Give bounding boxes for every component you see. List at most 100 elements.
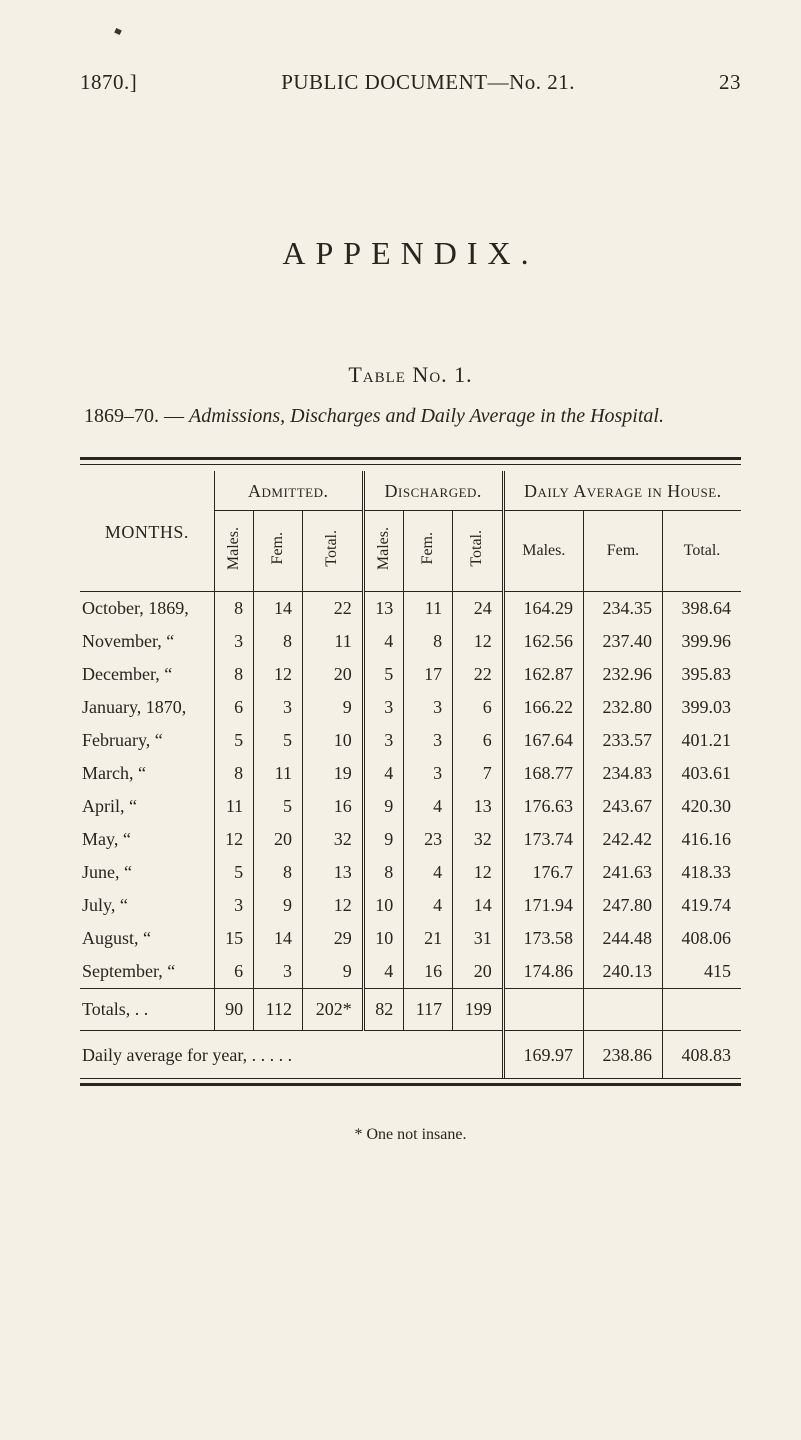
cell-admitted-total: 12 [302, 889, 363, 922]
col-admitted-males: Males. [214, 511, 253, 592]
daily-average-row: Daily average for year, . . . . .169.972… [80, 1031, 741, 1079]
cell-discharged-total: 24 [453, 592, 504, 626]
cell-avg-males: 176.63 [503, 790, 583, 823]
rot-label: Males. [376, 523, 392, 574]
cell-discharged-total: 31 [453, 922, 504, 955]
cell-avg-fem: 232.96 [583, 658, 662, 691]
cell-discharged-total: 6 [453, 724, 504, 757]
col-discharged-males: Males. [363, 511, 404, 592]
data-table: MONTHS. Admitted. Discharged. Daily Aver… [80, 471, 741, 1078]
cell-admitted-males: 12 [214, 823, 253, 856]
cell-admitted-males: 11 [214, 790, 253, 823]
appendix-title: APPENDIX. [80, 235, 741, 272]
cell-avg-total: 401.21 [662, 724, 741, 757]
cell-avg-males: 171.94 [503, 889, 583, 922]
cell-avg-males: 164.29 [503, 592, 583, 626]
cell-avg-males: 168.77 [503, 757, 583, 790]
header-year: 1870.] [80, 70, 137, 95]
caption-prefix: 1869–70. — [84, 405, 189, 427]
cell-admitted-total: 32 [302, 823, 363, 856]
cell-avg-fem: 237.40 [583, 625, 662, 658]
cell-avg-males: 166.22 [503, 691, 583, 724]
daily-average-total: 408.83 [662, 1031, 741, 1079]
cell-avg-males: 174.86 [503, 955, 583, 989]
cell-discharged-total: 22 [453, 658, 504, 691]
cell-discharged-fem: 4 [404, 790, 453, 823]
col-avg-total: Total. [662, 511, 741, 592]
cell-discharged-males: 4 [363, 955, 404, 989]
cell-month: July, “ [80, 889, 214, 922]
cell-avg-fem: 240.13 [583, 955, 662, 989]
col-group-daily-avg: Daily Average in House. [503, 471, 741, 511]
cell-admitted-fem: 8 [254, 625, 303, 658]
page: 1870.] PUBLIC DOCUMENT—No. 21. 23 APPEND… [0, 0, 801, 1440]
col-admitted-total: Total. [302, 511, 363, 592]
header-title: PUBLIC DOCUMENT—No. 21. [137, 70, 719, 95]
cell-discharged-males: 5 [363, 658, 404, 691]
cell-discharged-total: 13 [453, 790, 504, 823]
totals-discharged-males: 82 [363, 989, 404, 1031]
cell-avg-fem: 234.83 [583, 757, 662, 790]
cell-discharged-total: 12 [453, 856, 504, 889]
col-group-admitted: Admitted. [214, 471, 363, 511]
cell-admitted-males: 6 [214, 955, 253, 989]
table-row: April, “115169413176.63243.67420.30 [80, 790, 741, 823]
table-body: October, 1869,81422131124164.29234.35398… [80, 592, 741, 1079]
cell-admitted-males: 8 [214, 592, 253, 626]
top-rule [80, 457, 741, 465]
cell-discharged-fem: 8 [404, 625, 453, 658]
table-row: June, “58138412176.7241.63418.33 [80, 856, 741, 889]
cell-avg-total: 419.74 [662, 889, 741, 922]
cell-discharged-fem: 17 [404, 658, 453, 691]
cell-avg-fem: 244.48 [583, 922, 662, 955]
caption-italic: Admissions, Discharges and Daily Average… [189, 405, 664, 427]
cell-avg-males: 173.58 [503, 922, 583, 955]
table-head: MONTHS. Admitted. Discharged. Daily Aver… [80, 471, 741, 592]
cell-avg-total: 399.03 [662, 691, 741, 724]
rot-label: Fem. [270, 528, 286, 568]
cell-month: February, “ [80, 724, 214, 757]
cell-discharged-males: 13 [363, 592, 404, 626]
cell-avg-total: 415 [662, 955, 741, 989]
cell-avg-males: 162.56 [503, 625, 583, 658]
cell-discharged-males: 4 [363, 625, 404, 658]
cell-avg-fem: 243.67 [583, 790, 662, 823]
cell-month: March, “ [80, 757, 214, 790]
cell-admitted-males: 6 [214, 691, 253, 724]
rot-label: Fem. [420, 528, 436, 568]
cell-avg-total: 395.83 [662, 658, 741, 691]
totals-discharged-total: 199 [453, 989, 504, 1031]
col-discharged-total: Total. [453, 511, 504, 592]
cell-avg-fem: 242.42 [583, 823, 662, 856]
col-avg-males: Males. [503, 511, 583, 592]
footnote: * One not insane. [80, 1126, 741, 1144]
cell-discharged-fem: 16 [404, 955, 453, 989]
cell-discharged-males: 3 [363, 691, 404, 724]
cell-discharged-males: 8 [363, 856, 404, 889]
totals-discharged-fem: 117 [404, 989, 453, 1031]
cell-admitted-fem: 14 [254, 922, 303, 955]
cell-admitted-fem: 5 [254, 790, 303, 823]
cell-discharged-fem: 3 [404, 691, 453, 724]
table-caption: 1869–70. — Admissions, Discharges and Da… [84, 402, 721, 431]
cell-discharged-fem: 23 [404, 823, 453, 856]
cell-discharged-males: 9 [363, 790, 404, 823]
daily-average-fem: 238.86 [583, 1031, 662, 1079]
cell-admitted-males: 15 [214, 922, 253, 955]
cell-admitted-total: 10 [302, 724, 363, 757]
cell-admitted-fem: 8 [254, 856, 303, 889]
totals-row: Totals, . .90112202*82117199 [80, 989, 741, 1031]
totals-label: Totals, . . [80, 989, 214, 1031]
cell-admitted-males: 8 [214, 757, 253, 790]
print-speck [114, 28, 122, 35]
cell-avg-males: 176.7 [503, 856, 583, 889]
table-number: Table No. 1. [80, 362, 741, 388]
col-avg-fem: Fem. [583, 511, 662, 592]
daily-average-label: Daily average for year, . . . . . [80, 1031, 503, 1079]
rot-label: Males. [226, 523, 242, 574]
cell-admitted-fem: 14 [254, 592, 303, 626]
cell-admitted-fem: 20 [254, 823, 303, 856]
cell-admitted-total: 19 [302, 757, 363, 790]
cell-discharged-males: 10 [363, 889, 404, 922]
bottom-rule [80, 1078, 741, 1086]
